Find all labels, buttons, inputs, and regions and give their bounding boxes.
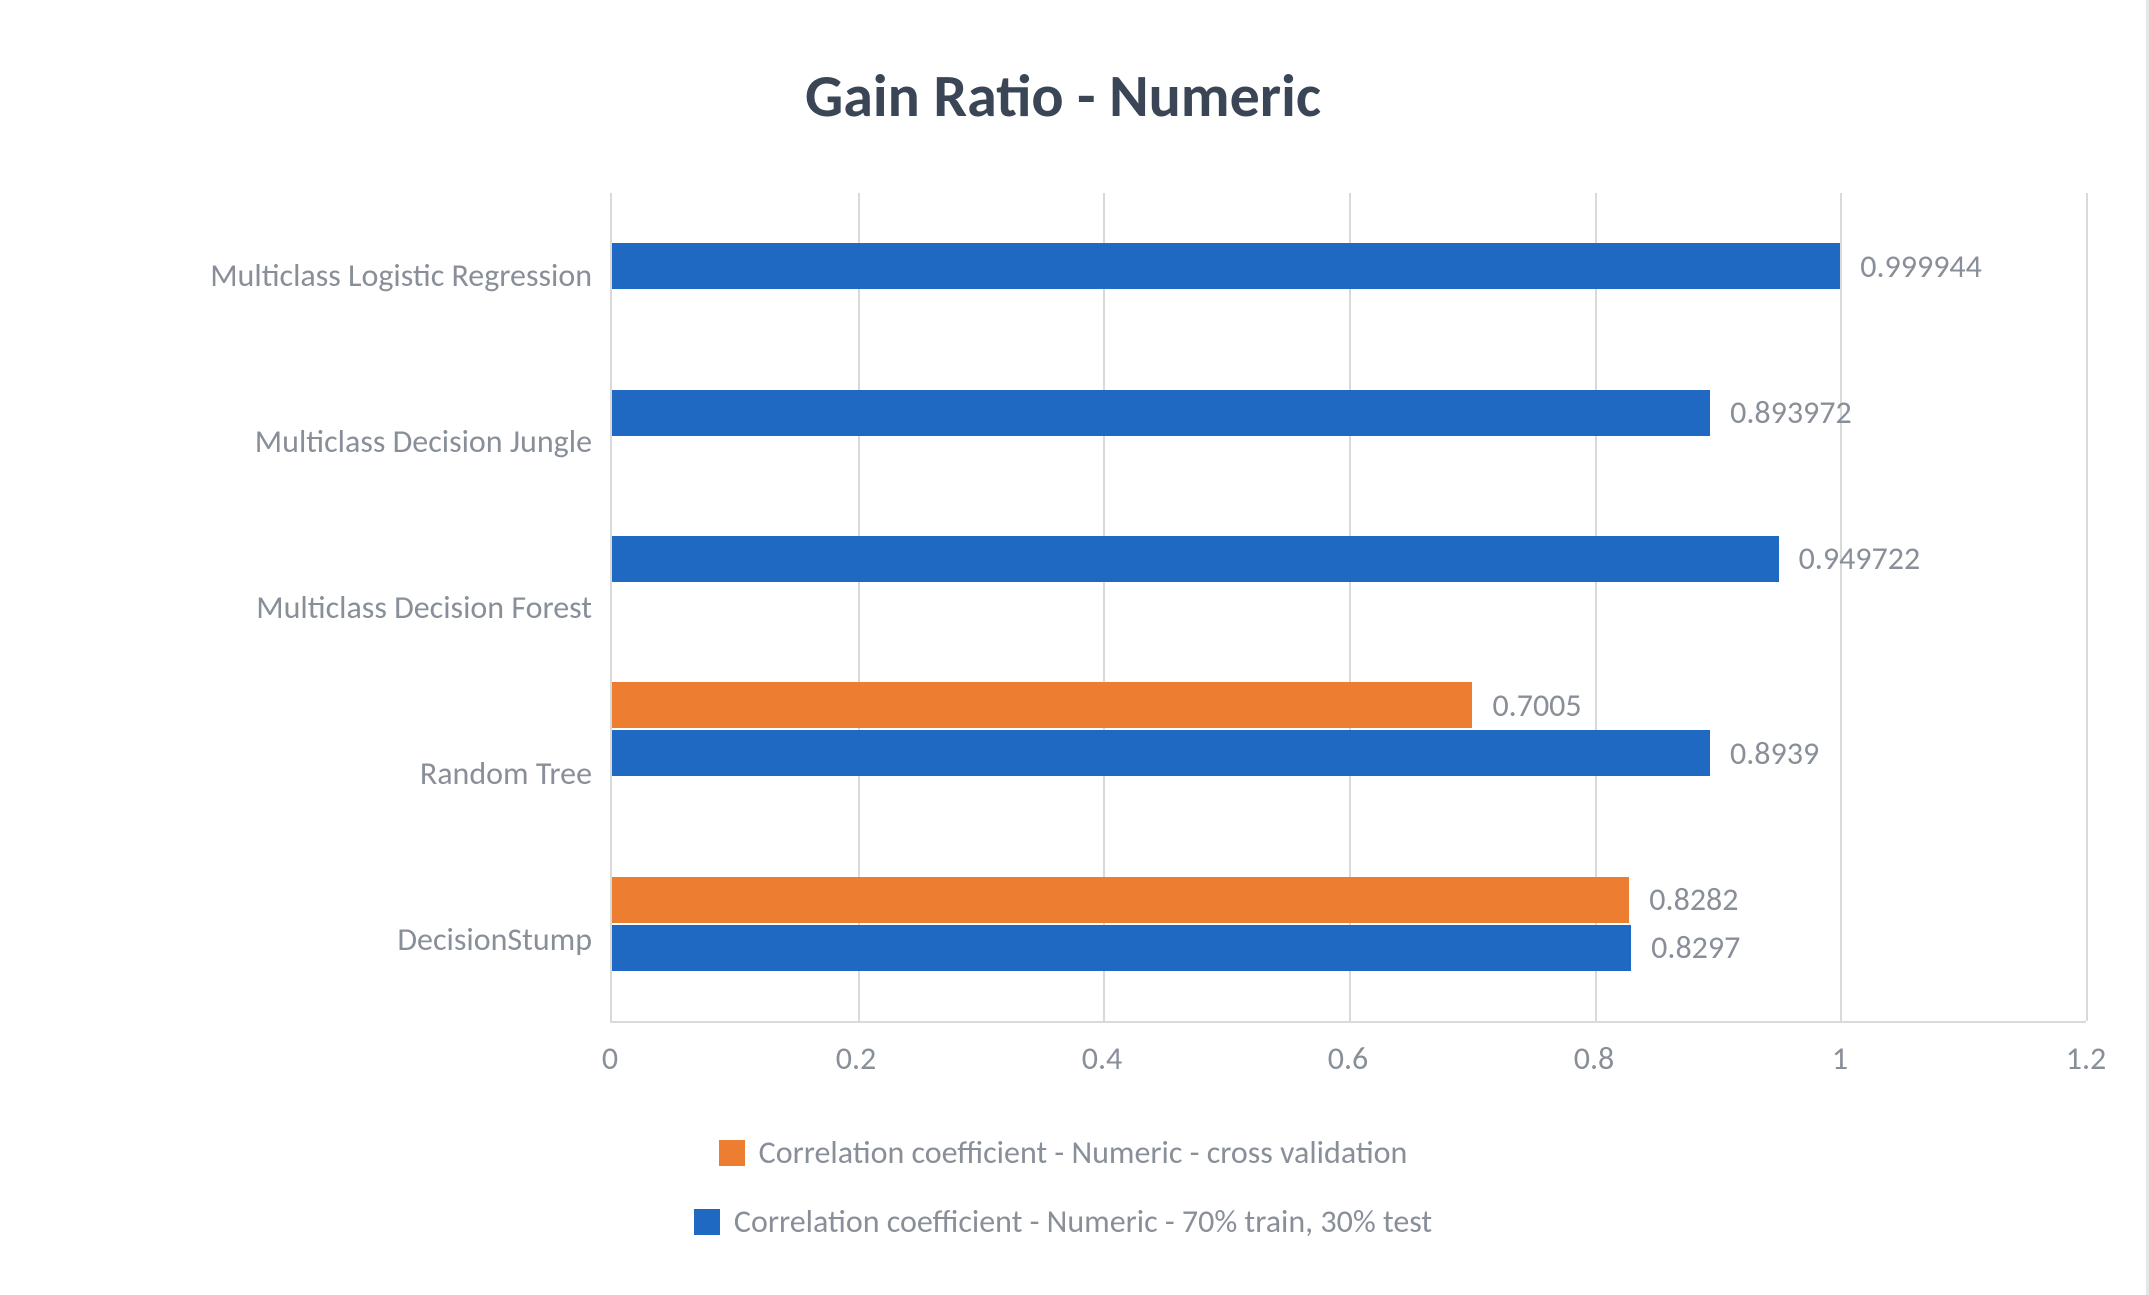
bar-value-label: 0.893972 (1730, 393, 1852, 432)
bar (612, 390, 1710, 436)
x-tick-label: 0.2 (836, 1039, 877, 1078)
gridline (2086, 193, 2088, 1021)
bar-group: 0.999944 (612, 243, 2086, 289)
x-tick-label: 0.8 (1574, 1039, 1615, 1078)
plot-area: Multiclass Logistic Regression Multiclass… (40, 193, 2086, 1023)
legend-swatch (719, 1140, 745, 1166)
x-tick-label: 0.4 (1082, 1039, 1123, 1078)
bar-value-label: 0.999944 (1860, 247, 1982, 286)
bar-group: 0.949722 (612, 536, 2086, 582)
bar (612, 877, 1629, 923)
x-tick-label: 1 (1832, 1039, 1848, 1078)
bar-value-label: 0.8939 (1730, 734, 1819, 773)
legend: Correlation coefficient - Numeric - cros… (40, 1133, 2086, 1241)
bar-row: 0.7005 (612, 682, 2086, 728)
bar (612, 536, 1779, 582)
legend-item: Correlation coefficient - Numeric - cros… (719, 1133, 1408, 1172)
bar-row: 0.999944 (612, 243, 2086, 289)
bar-groups: 0.999944 0.893972 0.949722 0.7005 0.8939 0.82… (612, 193, 2086, 1021)
category-label: Multiclass Decision Jungle (40, 423, 592, 461)
legend-label: Correlation coefficient - Numeric - 70% … (734, 1202, 1432, 1241)
bar-value-label: 0.7005 (1492, 686, 1581, 725)
x-tick-label: 0 (602, 1039, 618, 1078)
x-axis: 00.20.40.60.811.2 (610, 1023, 2086, 1083)
bar-value-label: 0.8297 (1651, 928, 1740, 967)
bar (612, 682, 1472, 728)
bar-row: 0.949722 (612, 536, 2086, 582)
legend-item: Correlation coefficient - Numeric - 70% … (694, 1202, 1432, 1241)
chart-container: Gain Ratio - Numeric Multiclass Logistic… (0, 0, 2149, 1295)
bar-row: 0.893972 (612, 390, 2086, 436)
category-label: Multiclass Decision Forest (40, 589, 592, 627)
bars-area: 0.999944 0.893972 0.949722 0.7005 0.8939 0.82… (610, 193, 2086, 1023)
bar (612, 730, 1710, 776)
bar-row: 0.8282 (612, 877, 2086, 923)
bar-row: 0.8939 (612, 730, 2086, 776)
bar-value-label: 0.949722 (1799, 539, 1921, 578)
bar-group: 0.7005 0.8939 (612, 682, 2086, 776)
bar (612, 925, 1631, 971)
category-label: DecisionStump (40, 921, 592, 959)
bar-group: 0.893972 (612, 390, 2086, 436)
bar-value-label: 0.8282 (1649, 880, 1738, 919)
legend-swatch (694, 1209, 720, 1235)
category-label: Multiclass Logistic Regression (40, 257, 592, 295)
chart-title: Gain Ratio - Numeric (40, 60, 2086, 133)
category-label: Random Tree (40, 755, 592, 793)
bar (612, 243, 1840, 289)
y-axis-labels: Multiclass Logistic Regression Multiclass… (40, 193, 610, 1023)
legend-label: Correlation coefficient - Numeric - cros… (759, 1133, 1408, 1172)
x-tick-label: 0.6 (1328, 1039, 1369, 1078)
bar-group: 0.8282 0.8297 (612, 877, 2086, 971)
bar-row: 0.8297 (612, 925, 2086, 971)
x-tick-label: 1.2 (2066, 1039, 2107, 1078)
